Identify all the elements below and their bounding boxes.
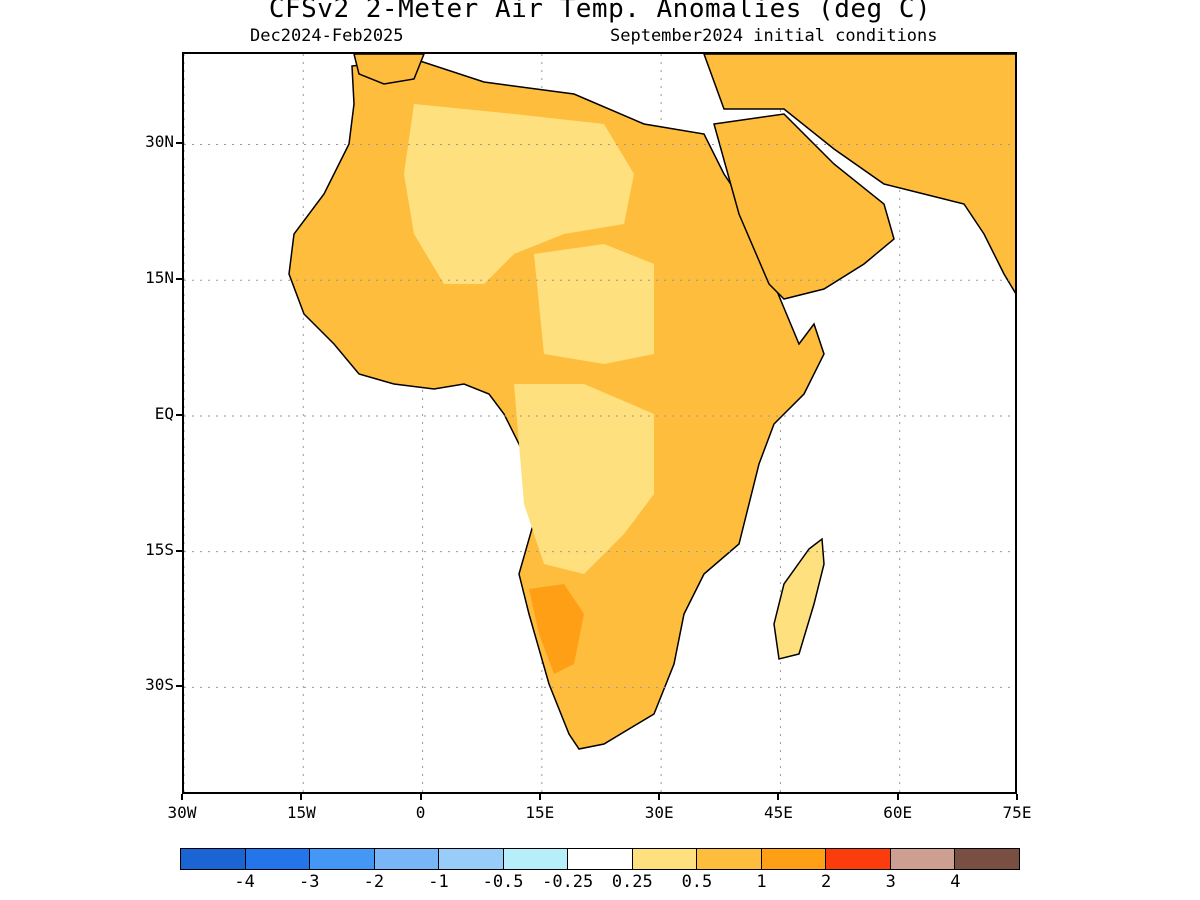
lon-tick (777, 794, 780, 800)
lon-tick (419, 794, 422, 800)
lat-tick-label: EQ (154, 403, 174, 423)
colorbar-label: 4 (950, 872, 961, 892)
lat-tick (176, 685, 182, 688)
lat-tick (176, 549, 182, 552)
colorbar-swatch (181, 849, 246, 869)
colorbar-swatch (955, 849, 1019, 869)
map-frame (182, 52, 1017, 794)
colorbar-label: 0.5 (681, 872, 713, 892)
lon-tick-label: 60E (883, 803, 913, 822)
central-light-zone (514, 384, 654, 574)
lat-tick (176, 278, 182, 281)
colorbar-swatch (310, 849, 375, 869)
colorbar-label: 3 (885, 872, 896, 892)
colorbar-swatch (761, 849, 827, 869)
colorbar-swatch (826, 849, 891, 869)
lon-tick-label: 45E (763, 803, 793, 822)
colorbar-swatch (374, 849, 440, 869)
colorbar-swatch (245, 849, 311, 869)
lat-tick-label: 15S (145, 539, 174, 559)
colorbar-swatch (890, 849, 956, 869)
anomaly-map (184, 54, 1015, 792)
colorbar-label: -2 (363, 872, 385, 892)
colorbar-label: -4 (234, 872, 255, 892)
lon-tick-label: 0 (415, 803, 426, 822)
colorbar-swatch (439, 849, 504, 869)
forecast-period: Dec2024-Feb2025 (250, 26, 404, 46)
lat-tick (176, 142, 182, 145)
lat-tick (176, 413, 182, 416)
colorbar-label: -0.5 (482, 872, 524, 892)
namibia-warm-zone (529, 584, 584, 674)
lat-tick-label: 30S (145, 675, 174, 695)
colorbar-label: -3 (298, 872, 320, 892)
lon-tick (896, 794, 899, 800)
lon-tick (1016, 794, 1018, 800)
lon-tick (538, 794, 541, 800)
europe-region (353, 54, 425, 85)
colorbar-label: -0.25 (542, 872, 594, 892)
lat-tick-label: 30N (145, 132, 174, 152)
colorbar-swatch (632, 849, 698, 869)
chart-title: CFSv2 2-Meter Air Temp. Anomalies (deg C… (268, 0, 932, 24)
initial-conditions: September2024 initial conditions (610, 26, 938, 46)
colorbar-label: 0.25 (611, 872, 653, 892)
lon-tick-label: 30E (644, 803, 674, 822)
lon-tick (658, 794, 661, 800)
colorbar-label: 2 (821, 872, 832, 892)
lon-tick-label: 15W (286, 803, 316, 822)
colorbar-swatch (568, 849, 633, 869)
colorbar-label: -1 (428, 872, 449, 892)
lon-tick-label: 30W (167, 803, 197, 822)
lon-tick (300, 794, 303, 800)
lat-tick-label: 15N (145, 268, 174, 288)
colorbar-label: 1 (756, 872, 767, 892)
sahara-light-zone (404, 104, 634, 284)
lon-tick (181, 794, 183, 800)
lon-tick-label: 75E (1002, 803, 1032, 822)
madagascar (773, 537, 825, 660)
arabian-peninsula (713, 113, 895, 300)
colorbar-swatch (697, 849, 762, 869)
lon-tick-label: 15E (525, 803, 555, 822)
asia-region (703, 54, 1015, 294)
congo-light-zone (534, 244, 654, 364)
colorbar-swatch (503, 849, 569, 869)
colorbar (180, 848, 1020, 870)
